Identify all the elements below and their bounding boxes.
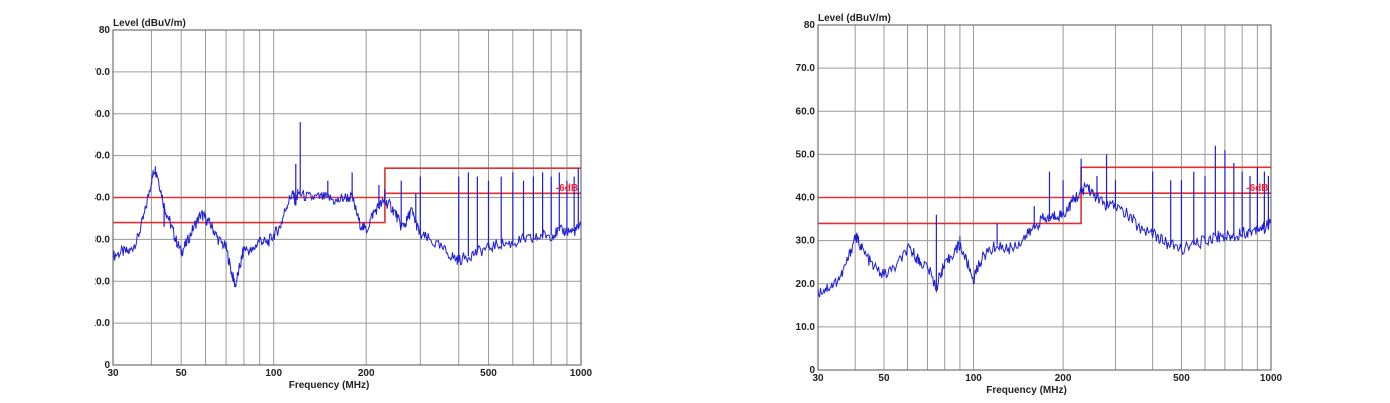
y-tick-label: 50.0 <box>796 149 816 160</box>
x-tick-label: 500 <box>1173 373 1190 384</box>
x-axis-title: Frequency (MHz) <box>289 380 370 391</box>
y-tick-label: 40.0 <box>796 193 816 204</box>
chart-left: 0 10.0 20.0 30.0 40.0 50.0 60.0 70.0 80 30 50 100 20… <box>95 0 600 403</box>
y-tick-label: 10.0 <box>95 318 110 329</box>
x-tick-label: 100 <box>965 373 982 384</box>
chart-left-svg: 0 10.0 20.0 30.0 40.0 50.0 60.0 70.0 80 30 50 100 20… <box>95 18 593 391</box>
limit-line <box>818 192 1271 225</box>
y-tick-label: 80 <box>99 25 111 36</box>
y-tick-label: 50.0 <box>95 151 110 162</box>
y-tick-label: 60.0 <box>95 109 110 120</box>
x-tick-label: 200 <box>358 368 375 379</box>
annotation-label: -6dB <box>556 183 578 194</box>
plot-border <box>817 24 1272 371</box>
x-tick-label: 50 <box>176 368 188 379</box>
x-axis-title: Frequency (MHz) <box>986 385 1067 396</box>
y-axis-title: Level (dBuV/m) <box>818 13 891 24</box>
x-tick-label: 1000 <box>570 368 593 379</box>
x-tick-label: 1000 <box>1260 373 1283 384</box>
y-tick-label: 70.0 <box>95 67 110 78</box>
y-tick-label: 30.0 <box>95 234 110 245</box>
chart-right-svg: 0 10.0 20.0 30.0 40.0 50.0 60.0 70.0 80 30 50 100 20… <box>796 13 1283 396</box>
x-tick-label: 50 <box>878 373 890 384</box>
x-tick-label: 30 <box>107 368 119 379</box>
y-tick-label: 40.0 <box>95 193 110 204</box>
annotation-label: -6dB <box>1246 183 1268 194</box>
y-tick-label: 10.0 <box>796 322 816 333</box>
series-line <box>817 181 1272 298</box>
y-tick-label: 80 <box>804 20 816 31</box>
y-tick-label: 20.0 <box>796 279 816 290</box>
y-tick-label: 20.0 <box>95 276 110 287</box>
y-axis-title: Level (dBuV/m) <box>113 18 186 29</box>
chart-right: 0 10.0 20.0 30.0 40.0 50.0 60.0 70.0 80 30 50 100 20… <box>786 0 1286 403</box>
plot-border <box>112 29 582 366</box>
limit-line <box>113 167 581 199</box>
y-tick-label: 70.0 <box>796 63 816 74</box>
x-tick-label: 200 <box>1055 373 1072 384</box>
y-tick-label: 0 <box>104 360 110 371</box>
y-tick-label: 0 <box>809 365 815 376</box>
x-tick-label: 30 <box>812 373 824 384</box>
x-tick-label: 100 <box>265 368 282 379</box>
limit-line <box>113 192 581 224</box>
x-tick-label: 500 <box>480 368 497 379</box>
y-tick-label: 60.0 <box>796 106 816 117</box>
y-tick-label: 30.0 <box>796 236 816 247</box>
